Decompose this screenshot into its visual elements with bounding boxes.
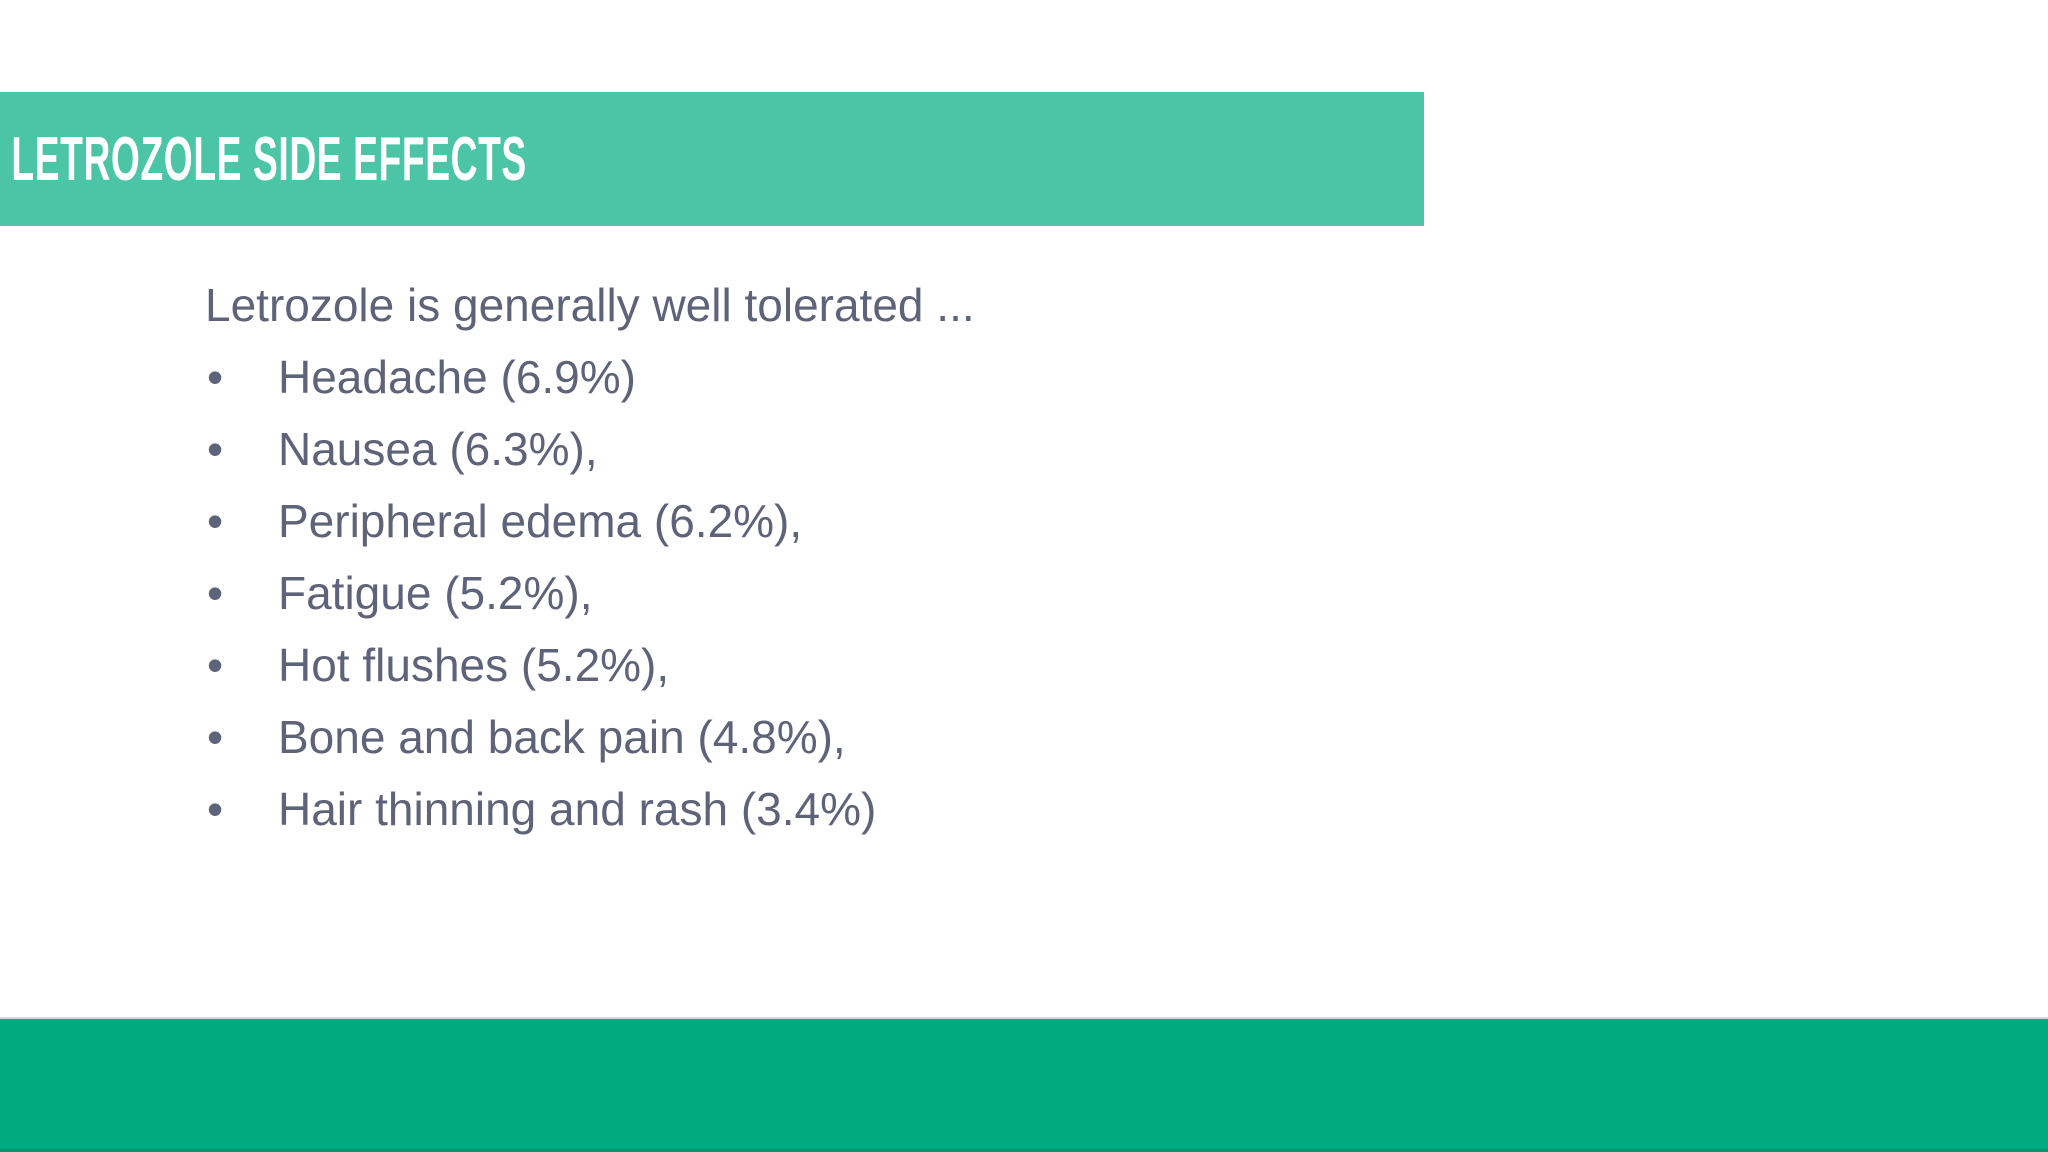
slide-title: LETROZOLE SIDE EFFECTS xyxy=(11,124,527,194)
bullet-text: Fatigue (5.2%), xyxy=(278,567,593,619)
bullet-item: • Hair thinning and rash (3.4%) xyxy=(205,773,975,845)
bullet-marker: • xyxy=(207,711,224,763)
intro-line: Letrozole is generally well tolerated ..… xyxy=(205,279,975,331)
bullet-text: Nausea (6.3%), xyxy=(278,423,598,475)
footer-band xyxy=(0,1017,2048,1152)
bullet-item: • Nausea (6.3%), xyxy=(205,413,975,485)
bullet-marker: • xyxy=(207,495,224,547)
bullet-item: • Headache (6.9%) xyxy=(205,341,975,413)
bullet-marker: • xyxy=(207,783,224,835)
bullet-text: Peripheral edema (6.2%), xyxy=(278,495,803,547)
bullet-marker: • xyxy=(207,351,224,403)
bullet-text: Headache (6.9%) xyxy=(278,351,636,403)
body-text-block: Letrozole is generally well tolerated ..… xyxy=(205,269,975,845)
bullet-marker: • xyxy=(207,567,224,619)
bullet-item: • Fatigue (5.2%), xyxy=(205,557,975,629)
bullet-text: Hot flushes (5.2%), xyxy=(278,639,670,691)
bullet-marker: • xyxy=(207,423,224,475)
bullet-text: Bone and back pain (4.8%), xyxy=(278,711,846,763)
bullet-item: • Hot flushes (5.2%), xyxy=(205,629,975,701)
bullet-item: • Bone and back pain (4.8%), xyxy=(205,701,975,773)
footer-band-edge xyxy=(0,1149,2048,1152)
bullet-text: Hair thinning and rash (3.4%) xyxy=(278,783,877,835)
bullet-list: • Headache (6.9%) • Nausea (6.3%), • Per… xyxy=(205,341,975,845)
bullet-marker: • xyxy=(207,639,224,691)
bullet-item: • Peripheral edema (6.2%), xyxy=(205,485,975,557)
title-banner: LETROZOLE SIDE EFFECTS xyxy=(0,92,1424,226)
